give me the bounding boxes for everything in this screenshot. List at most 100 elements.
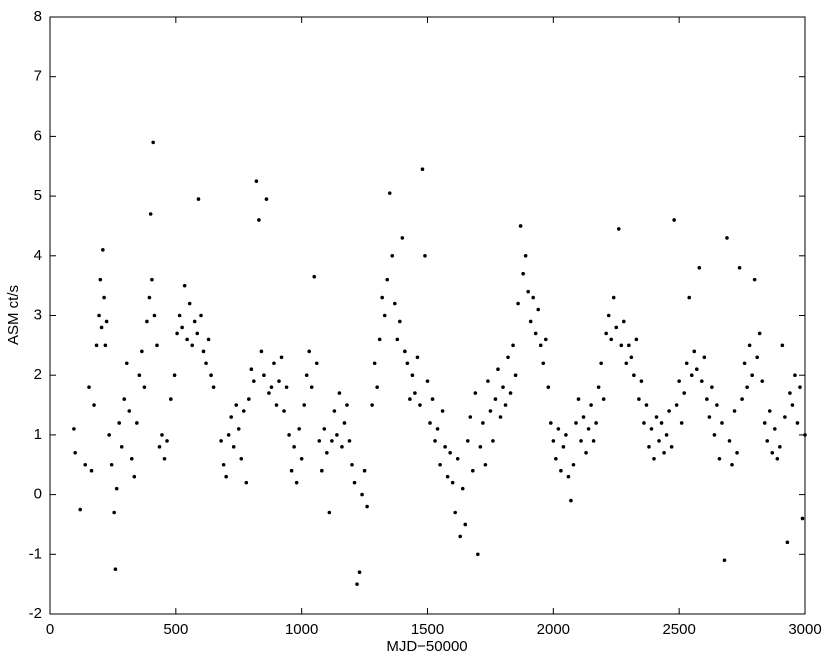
data-point [405, 361, 410, 366]
data-point [365, 504, 369, 509]
data-point [438, 462, 442, 467]
data-point [201, 349, 206, 354]
data-point [284, 385, 289, 389]
data-point [443, 445, 447, 449]
data-point [317, 439, 322, 443]
data-point [370, 403, 374, 407]
data-point [78, 507, 82, 512]
data-point [403, 349, 407, 354]
data-point [87, 385, 91, 389]
data-point [190, 343, 194, 348]
data-point [175, 331, 179, 336]
data-point [604, 331, 608, 336]
data-point [157, 445, 162, 449]
data-point [455, 456, 460, 461]
data-point [790, 403, 795, 407]
data-point [148, 212, 153, 216]
data-point [304, 373, 309, 378]
data-point [229, 415, 233, 419]
data-point [114, 486, 119, 491]
data-point [460, 486, 465, 491]
data-point [559, 468, 563, 473]
data-point [137, 373, 142, 378]
data-point [430, 397, 435, 401]
y-tick-label: 0 [34, 486, 42, 503]
data-point [574, 421, 578, 425]
data-point [262, 373, 266, 378]
data-point [775, 456, 780, 461]
data-point [662, 451, 666, 455]
data-point [566, 474, 571, 479]
data-point [672, 218, 676, 222]
data-point [521, 271, 525, 276]
data-point [483, 462, 488, 467]
y-tick-label: 3 [34, 306, 42, 323]
data-point [453, 510, 457, 515]
data-point [745, 385, 749, 389]
data-point [481, 421, 485, 425]
data-point [463, 522, 468, 527]
data-point [450, 480, 455, 485]
data-point [561, 445, 566, 449]
data-point [770, 451, 775, 455]
data-point [471, 468, 475, 473]
data-point [493, 397, 498, 401]
data-point [518, 224, 523, 228]
data-point [320, 468, 324, 473]
data-point [674, 403, 679, 407]
data-point [204, 361, 208, 366]
data-point [347, 439, 352, 443]
data-point [357, 570, 362, 575]
data-point [423, 254, 427, 258]
data-point [498, 415, 503, 419]
data-point [314, 361, 319, 366]
data-point [103, 343, 108, 348]
data-point [642, 421, 646, 425]
data-point [375, 385, 379, 389]
data-point [257, 218, 261, 222]
data-point [122, 397, 127, 401]
data-point [124, 361, 129, 366]
data-point [795, 421, 800, 425]
data-point [180, 325, 184, 330]
data-point [473, 391, 478, 395]
y-axis-label: ASM ct/s [5, 285, 22, 345]
data-point [554, 456, 558, 461]
data-point [632, 373, 636, 378]
data-point [342, 421, 347, 425]
data-point [679, 421, 684, 425]
data-point [586, 427, 591, 431]
data-point [385, 277, 390, 282]
data-point [717, 456, 722, 461]
data-point [503, 403, 508, 407]
data-point [767, 409, 772, 413]
data-point [101, 248, 105, 252]
data-point [169, 397, 173, 401]
data-point [94, 343, 99, 348]
data-point [750, 373, 754, 378]
data-point [516, 301, 520, 306]
y-tick-label: -2 [29, 605, 42, 622]
data-point [694, 367, 699, 372]
data-point [523, 254, 528, 258]
data-point [360, 492, 364, 497]
data-point [735, 451, 739, 455]
data-point [187, 301, 192, 306]
data-point [715, 403, 719, 407]
data-point [513, 373, 518, 378]
data-point [117, 421, 122, 425]
data-point [669, 445, 674, 449]
data-point [508, 391, 513, 395]
data-point [762, 421, 767, 425]
y-tick-label: 2 [34, 366, 42, 383]
data-point [132, 474, 137, 479]
x-tick-label: 3000 [788, 621, 821, 638]
y-tick-label: 5 [34, 187, 42, 204]
data-point [730, 462, 734, 467]
data-point [392, 301, 397, 306]
data-point [536, 307, 541, 312]
data-point [616, 227, 621, 231]
data-point [239, 456, 244, 461]
data-point [92, 403, 96, 407]
data-point [322, 427, 327, 431]
